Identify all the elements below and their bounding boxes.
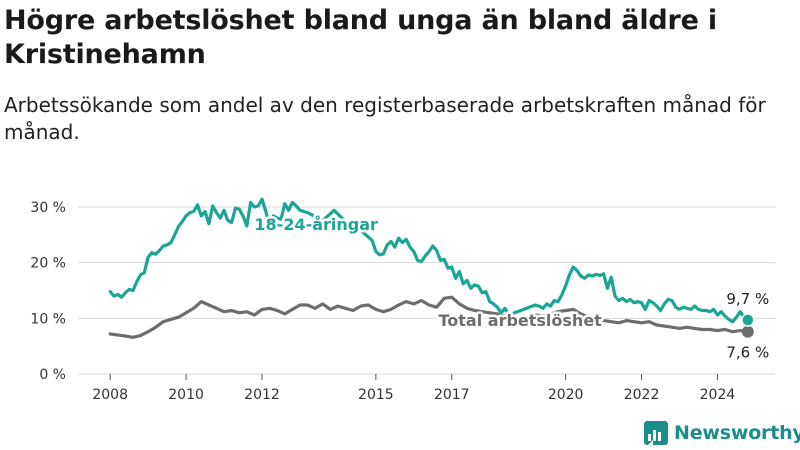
end-value-label-youth: 9,7 % xyxy=(726,290,769,308)
series-endpoint-youth xyxy=(741,313,755,327)
y-tick-label: 0 % xyxy=(39,367,66,383)
chart-subtitle: Arbetssökande som andel av den registerb… xyxy=(4,93,766,144)
y-tick-label: 10 % xyxy=(30,311,66,327)
series-label-youth: 18-24-åringar xyxy=(254,215,378,234)
x-tick-label: 2010 xyxy=(168,387,204,403)
x-tick-label: 2008 xyxy=(92,387,128,403)
series-label-total: Total arbetslöshet xyxy=(438,311,602,330)
y-tick-label: 20 % xyxy=(30,256,66,272)
x-tick-label: 2024 xyxy=(700,387,736,403)
series-line-youth xyxy=(108,197,750,324)
chart-title: Högre arbetslöshet bland unga än bland ä… xyxy=(4,5,717,70)
x-tick-label: 2020 xyxy=(548,387,584,403)
x-tick-label: 2015 xyxy=(358,387,394,403)
series-line-total xyxy=(108,295,750,339)
x-tick-label: 2022 xyxy=(624,387,660,403)
series-endpoint-total xyxy=(741,325,754,338)
newsworthy-logo-icon xyxy=(644,421,668,445)
newsworthy-logo-text: Newsworthy xyxy=(674,422,800,444)
y-tick-label: 30 % xyxy=(30,200,66,216)
newsworthy-logo: Newsworthy xyxy=(644,419,800,447)
x-tick-label: 2012 xyxy=(244,387,280,403)
end-value-label-total: 7,6 % xyxy=(726,344,769,362)
x-tick-label: 2017 xyxy=(434,387,470,403)
